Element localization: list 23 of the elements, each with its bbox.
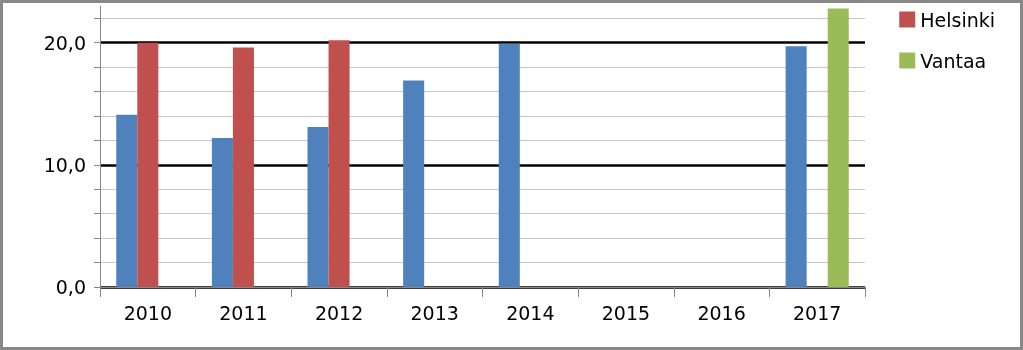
bar [785,46,807,287]
bar [403,80,425,287]
x-tick-label: 2017 [793,301,842,324]
bar [116,114,138,287]
legend-label: Vantaa [920,49,987,72]
bar [232,47,254,287]
bar [498,43,520,287]
x-tick-label: 2011 [219,301,268,324]
x-tick-label: 2014 [506,301,555,324]
x-tick-label: 2016 [697,301,746,324]
bar [328,40,350,287]
x-tick-label: 2013 [410,301,459,324]
y-tick-label: 20,0 [43,31,86,54]
bar [827,8,849,287]
y-tick-label: 10,0 [43,153,86,176]
x-tick-label: 2012 [314,301,364,324]
x-tick-label: 2010 [123,301,172,324]
bar [307,126,329,287]
x-tick-label: 2015 [601,301,651,324]
bar [211,137,233,287]
legend-label: Helsinki [920,8,996,31]
y-tick-label: 0,0 [55,276,86,298]
bar [137,42,159,287]
